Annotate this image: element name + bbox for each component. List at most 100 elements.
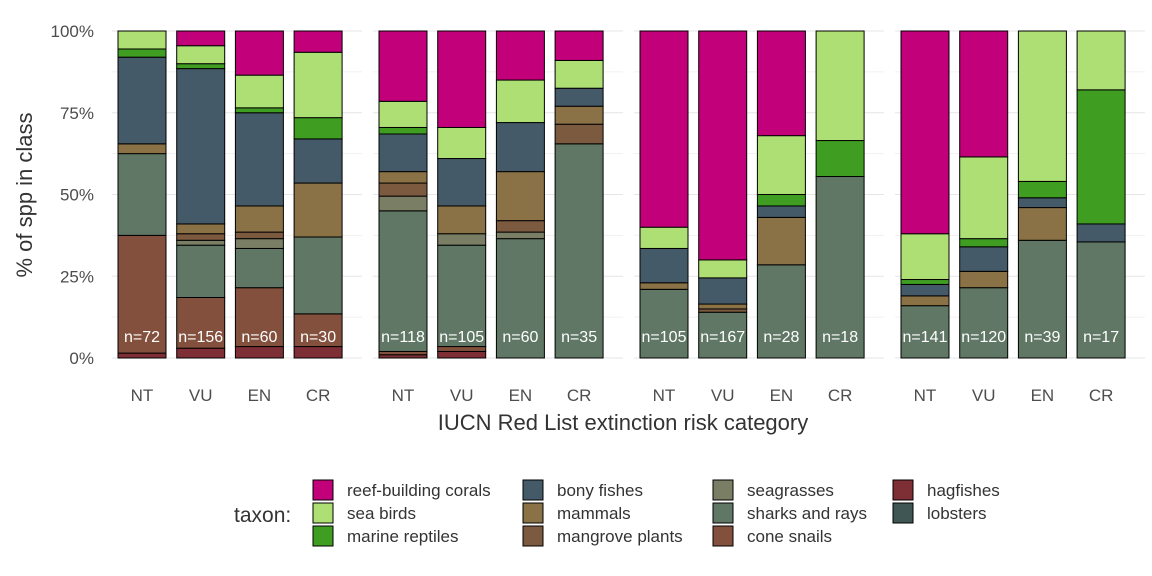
legend-label: cone snails: [747, 527, 832, 546]
bar-segment: [293, 51, 343, 119]
bar-segment: [437, 126, 487, 160]
bar-segment: [293, 236, 343, 315]
legend-label: bony fishes: [557, 481, 643, 500]
legend-item: mammals: [522, 502, 631, 524]
x-tick-label: VU: [711, 386, 735, 405]
legend: taxon: reef-building corals sea birds mari…: [234, 479, 1000, 547]
bar-segment: [234, 247, 284, 289]
bar-segment: [378, 171, 428, 184]
bar-segment: [437, 346, 487, 352]
legend-item: reef-building corals: [312, 479, 491, 501]
bar-segment: [639, 288, 689, 359]
bar-EN: [756, 30, 806, 359]
bar-EN: [234, 30, 284, 359]
bar-segment: [959, 246, 1009, 272]
bar-VU: [176, 30, 226, 359]
legend-swatch: [892, 502, 914, 524]
bar-segment: [959, 156, 1009, 240]
legend-swatch: [712, 479, 734, 501]
bar-segment: [900, 30, 950, 235]
bar-segment: [554, 123, 604, 145]
bar-segment: [959, 287, 1009, 359]
y-tick-label: 100%: [51, 22, 94, 41]
bar-EN: [1017, 30, 1067, 359]
x-tick-label: CR: [306, 386, 331, 405]
bar-segment: [1017, 30, 1067, 182]
bar-segment: [378, 30, 428, 102]
y-axis-title: % of spp in class: [12, 112, 37, 277]
x-tick-label: NT: [914, 386, 937, 405]
legend-swatch: [312, 479, 334, 501]
legend-label: sea birds: [347, 504, 416, 523]
x-axis-ticks: NT VU EN CR NT VU EN CR NT VU EN CR NT VU EN CR: [131, 386, 1114, 405]
y-tick-label: 0%: [69, 349, 94, 368]
bar-segment: [900, 233, 950, 281]
bar-segment: [900, 305, 950, 359]
bar-segment: [495, 220, 545, 233]
bar-segment: [378, 210, 428, 352]
bar-segment: [176, 239, 226, 246]
bar-segment: [293, 138, 343, 184]
bar-segment: [176, 233, 226, 241]
n-label: n=72: [124, 329, 160, 346]
bar-segment: [1017, 239, 1067, 359]
legend-swatch: [522, 525, 544, 547]
bar-CR: [293, 30, 343, 359]
bar-segment: [234, 107, 284, 114]
bar-segment: [756, 135, 806, 195]
bar-segment: [234, 74, 284, 109]
bar-NT: [900, 30, 950, 359]
bar-segment: [293, 30, 343, 53]
bar-segment: [293, 117, 343, 140]
bar-NT: [639, 30, 689, 359]
n-label: n=28: [763, 329, 799, 346]
bar-segment: [495, 238, 545, 359]
x-tick-label: NT: [653, 386, 676, 405]
bar-segment: [234, 30, 284, 76]
bar-segment: [815, 176, 865, 359]
n-label: n=118: [381, 329, 425, 346]
legend-label: sharks and rays: [747, 504, 867, 523]
bar-segment: [554, 105, 604, 125]
x-tick-label: EN: [770, 386, 794, 405]
bar-segment: [495, 122, 545, 173]
bar-segment: [176, 45, 226, 65]
bar-NT: [117, 30, 167, 359]
bar-segment: [639, 282, 689, 290]
bar-segment: [378, 133, 428, 173]
n-label: n=156: [178, 329, 223, 346]
legend-item: bony fishes: [522, 479, 643, 501]
n-label: n=105: [642, 329, 687, 346]
bar-segment: [554, 59, 604, 89]
n-label: n=30: [300, 329, 336, 346]
bar-segment: [959, 238, 1009, 248]
bar-segment: [698, 277, 748, 305]
bar-segment: [756, 205, 806, 218]
bar-segment: [959, 270, 1009, 289]
legend-item: hagfishes: [892, 479, 1000, 501]
x-tick-label: NT: [131, 386, 154, 405]
bar-segment: [117, 48, 167, 58]
x-tick-label: CR: [1089, 386, 1114, 405]
x-tick-label: EN: [509, 386, 533, 405]
bar-segment: [554, 87, 604, 107]
bar-segment: [437, 350, 487, 359]
bar-segment: [698, 303, 748, 310]
legend-item: sharks and rays: [712, 502, 867, 524]
bars: [117, 30, 1126, 359]
bar-segment: [176, 297, 226, 349]
x-tick-label: EN: [1031, 386, 1055, 405]
n-label: n=35: [561, 329, 597, 346]
bar-segment: [378, 100, 428, 128]
bar-segment: [234, 112, 284, 207]
bar-segment: [959, 30, 1009, 158]
bar-VU: [698, 30, 748, 359]
bar-VU: [437, 30, 487, 359]
bar-segment: [176, 223, 226, 235]
n-label: n=167: [700, 329, 745, 346]
bar-segment: [437, 158, 487, 207]
bar-segment: [117, 30, 167, 50]
bar-segment: [117, 352, 167, 359]
bar-segment: [756, 30, 806, 137]
